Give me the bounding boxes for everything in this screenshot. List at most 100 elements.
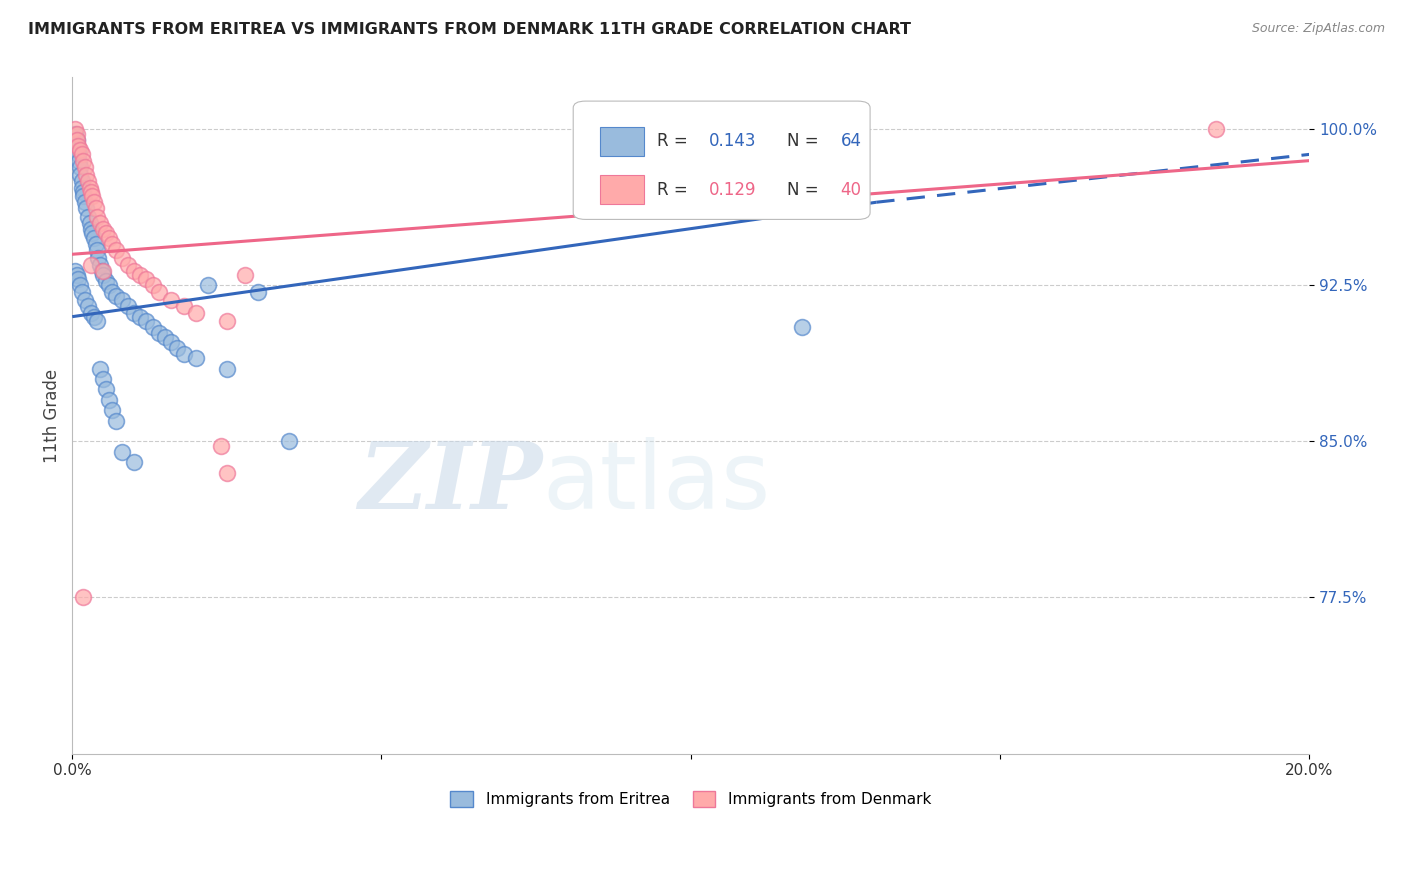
Point <box>70 174 93 188</box>
Point <box>67 139 90 153</box>
Point <box>79 180 101 194</box>
Point <box>86 243 108 257</box>
Point <box>70 285 93 299</box>
Point <box>153 330 176 344</box>
Point <box>91 268 114 282</box>
Bar <box>600 128 644 155</box>
Point <box>117 258 139 272</box>
Point <box>66 133 89 147</box>
Text: N =: N = <box>787 132 824 151</box>
Point <box>98 278 121 293</box>
Point <box>65 264 87 278</box>
Text: 40: 40 <box>841 180 862 199</box>
Point <box>142 320 165 334</box>
Point <box>1205 122 1227 136</box>
Point <box>80 189 103 203</box>
Point <box>246 285 269 299</box>
Point <box>98 230 121 244</box>
Point <box>80 185 103 199</box>
Point <box>117 299 139 313</box>
Point <box>69 143 91 157</box>
Point <box>197 278 219 293</box>
Point <box>790 320 813 334</box>
Point <box>80 227 103 241</box>
Point <box>89 216 111 230</box>
Point <box>73 160 96 174</box>
Text: R =: R = <box>658 180 693 199</box>
Point <box>135 272 157 286</box>
Point <box>76 210 98 224</box>
Point <box>73 195 96 210</box>
Bar <box>600 176 644 203</box>
Legend: Immigrants from Eritrea, Immigrants from Denmark: Immigrants from Eritrea, Immigrants from… <box>444 785 938 814</box>
Point <box>184 351 207 366</box>
Point <box>89 361 111 376</box>
Point <box>90 264 112 278</box>
Point <box>173 299 195 313</box>
Point <box>87 252 110 266</box>
Point <box>277 434 299 449</box>
Point <box>122 455 145 469</box>
Point <box>84 202 107 216</box>
Point <box>148 326 170 341</box>
Point <box>122 305 145 319</box>
Point <box>66 139 89 153</box>
Point <box>83 195 105 210</box>
Point <box>86 314 108 328</box>
Point <box>101 403 124 417</box>
FancyBboxPatch shape <box>574 101 870 219</box>
Text: 0.129: 0.129 <box>709 180 756 199</box>
Point <box>215 361 238 376</box>
Point <box>129 268 152 282</box>
Point <box>66 143 89 157</box>
Point <box>91 372 114 386</box>
Point <box>65 133 87 147</box>
Point <box>101 285 124 299</box>
Point <box>91 264 114 278</box>
Point <box>65 127 87 141</box>
Point <box>70 147 93 161</box>
Point <box>67 153 90 168</box>
Point <box>129 310 152 324</box>
Point <box>209 439 232 453</box>
Point <box>69 278 91 293</box>
Point <box>104 414 127 428</box>
Point <box>215 466 238 480</box>
Point <box>66 268 89 282</box>
Point <box>72 591 94 605</box>
Point <box>72 153 94 168</box>
Point <box>65 122 87 136</box>
Point <box>122 264 145 278</box>
Point <box>69 168 91 182</box>
Point <box>76 174 98 188</box>
Point <box>72 189 94 203</box>
Point <box>80 222 103 236</box>
Text: N =: N = <box>787 180 824 199</box>
Point <box>104 243 127 257</box>
Point <box>67 272 90 286</box>
Y-axis label: 11th Grade: 11th Grade <box>44 368 60 463</box>
Point <box>70 180 93 194</box>
Point <box>160 334 183 349</box>
Point <box>135 314 157 328</box>
Text: 0.143: 0.143 <box>709 132 756 151</box>
Point <box>89 258 111 272</box>
Text: R =: R = <box>658 132 693 151</box>
Point <box>101 236 124 251</box>
Point <box>96 383 118 397</box>
Point <box>80 258 103 272</box>
Point <box>173 347 195 361</box>
Point <box>83 230 105 244</box>
Point <box>98 392 121 407</box>
Text: 64: 64 <box>841 132 862 151</box>
Point <box>148 285 170 299</box>
Point <box>111 252 134 266</box>
Point <box>73 293 96 307</box>
Point <box>184 305 207 319</box>
Point <box>235 268 257 282</box>
Point <box>75 168 97 182</box>
Point <box>69 160 91 174</box>
Point <box>96 274 118 288</box>
Point <box>75 202 97 216</box>
Point <box>160 293 183 307</box>
